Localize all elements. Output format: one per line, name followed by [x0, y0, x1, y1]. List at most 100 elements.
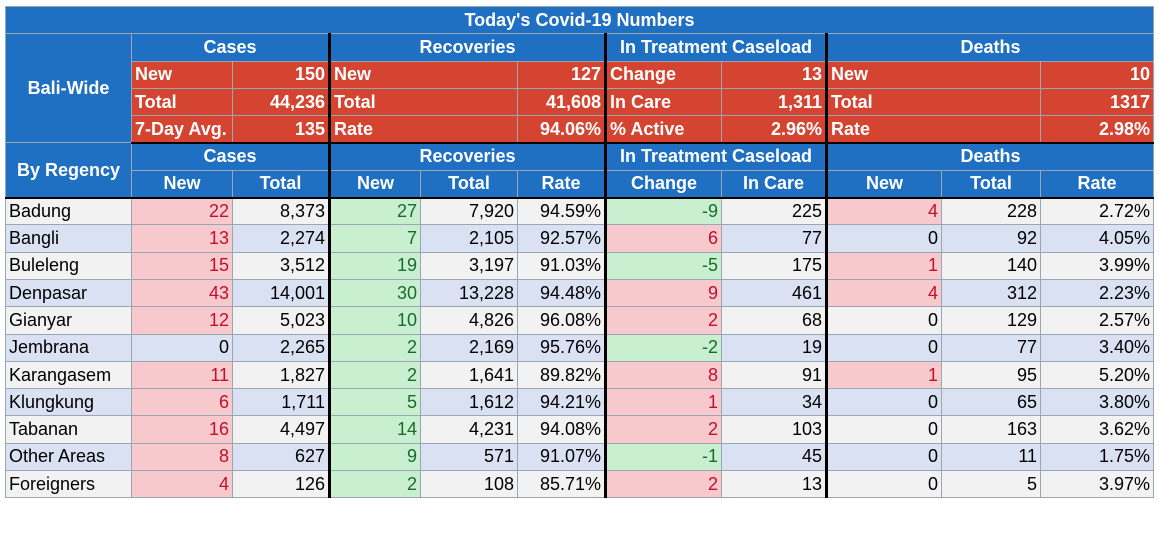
- summary-label: % Active: [604, 115, 722, 144]
- cell-r-rate: 89.82%: [517, 360, 606, 390]
- cell-d-new: 1: [825, 360, 942, 390]
- cell-c-total: 3,512: [232, 251, 330, 280]
- regency-name: Badung: [5, 197, 132, 226]
- cell-d-total: 5: [941, 470, 1041, 499]
- cell-r-new: 9: [328, 442, 421, 472]
- cell-r-rate: 96.08%: [517, 306, 606, 335]
- cell-r-total: 108: [420, 470, 518, 499]
- regency-name: Klungkung: [5, 388, 132, 417]
- regency-name: Denpasar: [5, 278, 132, 308]
- cell-c-new: 16: [131, 415, 233, 444]
- cell-t-care: 175: [721, 251, 827, 280]
- cell-r-rate: 95.76%: [517, 333, 606, 362]
- cell-t-change: 2: [604, 470, 722, 499]
- summary-label: 7-Day Avg.: [131, 115, 233, 144]
- table-row: Denpasar 43 14,001 30 13,228 94.48% 9 461 4 312 2.…: [5, 278, 1154, 308]
- cell-r-rate: 94.21%: [517, 388, 606, 417]
- cell-d-new: 0: [825, 333, 942, 362]
- summary-value: 44,236: [232, 87, 330, 117]
- cell-c-new: 15: [131, 251, 233, 280]
- table-row: Karangasem 11 1,827 2 1,641 89.82% 8 91 1 95 5.20%: [5, 360, 1154, 390]
- cell-t-care: 19: [721, 333, 827, 362]
- summary-label: Total: [825, 87, 1041, 117]
- cell-c-total: 4,497: [232, 415, 330, 444]
- col-header-new: New: [825, 169, 942, 199]
- cell-d-total: 65: [941, 388, 1041, 417]
- cell-c-new: 4: [131, 470, 233, 499]
- cell-c-total: 5,023: [232, 306, 330, 335]
- cell-r-rate: 94.48%: [517, 278, 606, 308]
- cell-d-rate: 3.62%: [1040, 415, 1154, 444]
- cell-t-care: 91: [721, 360, 827, 390]
- cell-r-rate: 92.57%: [517, 224, 606, 253]
- summary-label: New: [328, 60, 518, 89]
- cell-d-total: 129: [941, 306, 1041, 335]
- recoveries-header: Recoveries: [328, 33, 606, 62]
- cell-r-total: 3,197: [420, 251, 518, 280]
- summary-row: 7-Day Avg. 135 Rate 94.06% % Active 2.96…: [6, 115, 1154, 144]
- summary-value: 41,608: [517, 87, 606, 117]
- summary-label: New: [825, 60, 1041, 89]
- summary-value: 135: [232, 115, 330, 144]
- cell-t-care: 68: [721, 306, 827, 335]
- cell-t-care: 13: [721, 470, 827, 499]
- cell-d-new: 0: [825, 470, 942, 499]
- regency-name: Jembrana: [5, 333, 132, 362]
- cell-d-new: 0: [825, 388, 942, 417]
- cell-t-change: -9: [604, 197, 722, 226]
- cell-d-new: 1: [825, 251, 942, 280]
- cell-d-total: 228: [941, 197, 1041, 226]
- cell-r-new: 2: [328, 333, 421, 362]
- table-row: Gianyar 12 5,023 10 4,826 96.08% 2 68 0 129 2.57%: [5, 306, 1154, 335]
- regency-name: Tabanan: [5, 415, 132, 444]
- by-regency-label: By Regency: [5, 142, 132, 199]
- cell-r-total: 571: [420, 442, 518, 472]
- cell-r-total: 4,231: [420, 415, 518, 444]
- summary-value: 1317: [1040, 87, 1154, 117]
- summary-label: Rate: [825, 115, 1041, 144]
- cell-r-total: 2,169: [420, 333, 518, 362]
- cell-d-rate: 3.40%: [1040, 333, 1154, 362]
- cell-t-change: -5: [604, 251, 722, 280]
- cell-d-total: 92: [941, 224, 1041, 253]
- cell-c-new: 0: [131, 333, 233, 362]
- cell-r-total: 4,826: [420, 306, 518, 335]
- cell-d-rate: 3.80%: [1040, 388, 1154, 417]
- summary-value: 94.06%: [517, 115, 606, 144]
- treatment-header: In Treatment Caseload: [604, 142, 827, 171]
- cell-d-total: 163: [941, 415, 1041, 444]
- cell-r-new: 2: [328, 360, 421, 390]
- cell-c-new: 6: [131, 388, 233, 417]
- cell-d-new: 0: [825, 442, 942, 472]
- treatment-header: In Treatment Caseload: [604, 33, 827, 62]
- col-header-new: New: [131, 169, 233, 199]
- cell-r-total: 1,641: [420, 360, 518, 390]
- regency-name: Foreigners: [5, 470, 132, 499]
- covid-table: Today's Covid-19 Numbers Bali-Wide Cases…: [5, 5, 1154, 499]
- cell-t-change: -2: [604, 333, 722, 362]
- cell-r-rate: 85.71%: [517, 470, 606, 499]
- cell-r-rate: 94.08%: [517, 415, 606, 444]
- cell-c-total: 1,827: [232, 360, 330, 390]
- summary-value: 10: [1040, 60, 1154, 89]
- summary-label: In Care: [604, 87, 722, 117]
- cell-t-change: 8: [604, 360, 722, 390]
- cell-t-change: 9: [604, 278, 722, 308]
- regency-name: Bangli: [5, 224, 132, 253]
- cell-c-total: 627: [232, 442, 330, 472]
- cell-d-new: 0: [825, 224, 942, 253]
- summary-row: New 150 New 127 Change 13 New 10: [6, 60, 1154, 89]
- summary-label: Rate: [328, 115, 518, 144]
- cell-d-rate: 2.23%: [1040, 278, 1154, 308]
- cell-c-total: 2,274: [232, 224, 330, 253]
- cell-d-rate: 4.05%: [1040, 224, 1154, 253]
- col-header-rate: Rate: [1040, 169, 1154, 199]
- cases-header: Cases: [131, 142, 330, 171]
- cell-c-total: 1,711: [232, 388, 330, 417]
- cell-d-rate: 3.99%: [1040, 251, 1154, 280]
- cell-c-new: 12: [131, 306, 233, 335]
- summary-value: 127: [517, 60, 606, 89]
- summary-label: New: [131, 60, 233, 89]
- table-row: Tabanan 16 4,497 14 4,231 94.08% 2 103 0 163 3.62%: [5, 415, 1154, 444]
- cell-r-new: 10: [328, 306, 421, 335]
